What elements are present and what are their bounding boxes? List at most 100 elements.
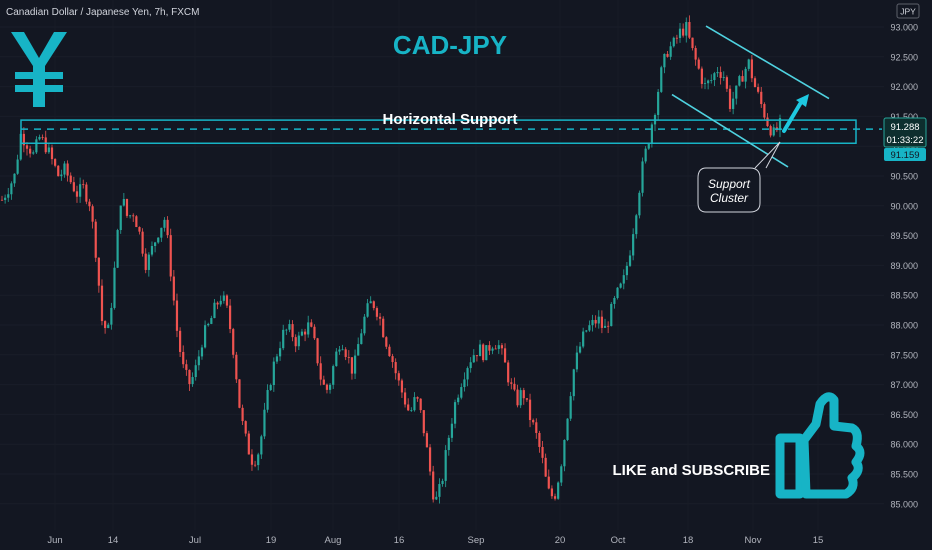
level-price-label: 91.159: [884, 148, 926, 161]
x-tick-label: Oct: [611, 535, 626, 546]
candle-body: [553, 496, 557, 499]
candle-body: [253, 464, 257, 466]
candle-body: [603, 325, 607, 328]
x-tick-label: Sep: [468, 535, 485, 546]
y-tick-label: 89.000: [890, 261, 918, 271]
candle-body: [713, 73, 716, 81]
y-tick-label: 91.500: [890, 112, 918, 122]
candle-body: [125, 199, 129, 216]
candle-body: [685, 22, 688, 36]
candle-body: [622, 275, 625, 284]
candle-body: [25, 145, 29, 149]
y-tick-label: 86.500: [890, 410, 918, 420]
candle-body: [347, 356, 350, 358]
candle-body: [247, 433, 250, 455]
candle-body: [669, 46, 672, 57]
candle-body: [447, 437, 450, 451]
last-price-label: 91.288 01:33:22: [883, 117, 927, 148]
candle-body: [607, 325, 610, 327]
candle-body: [585, 330, 588, 332]
x-tick-label: Nov: [745, 535, 762, 546]
candle-body: [60, 174, 63, 177]
candle-body: [182, 351, 185, 365]
candle-body: [600, 316, 604, 328]
candle-body: [569, 396, 572, 419]
candle-body: [666, 53, 669, 57]
candle-body: [378, 316, 382, 319]
candle-body: [632, 234, 635, 256]
candle-body: [500, 345, 504, 349]
candle-body: [216, 302, 219, 305]
candle-body: [453, 402, 457, 424]
candle-body: [328, 384, 332, 390]
candle-body: [172, 276, 175, 301]
candle-body: [741, 76, 744, 82]
candle-body: [7, 194, 10, 198]
x-tick-label: 16: [394, 535, 405, 546]
candle-body: [144, 253, 147, 270]
candle-body: [338, 349, 341, 352]
y-tick-label: 90.000: [890, 201, 918, 211]
candle-body: [444, 450, 447, 481]
channel-upper-line: [705, 25, 830, 100]
candle-body: [310, 322, 313, 327]
candle-body: [485, 345, 488, 361]
candle-body: [154, 242, 157, 247]
x-tick-label: Aug: [325, 535, 342, 546]
candle-body: [497, 345, 500, 349]
arrow-up-icon: [782, 94, 809, 133]
candle-body: [104, 321, 107, 329]
candle-body: [63, 163, 66, 175]
candle-body: [325, 384, 329, 390]
candle-body: [747, 59, 750, 69]
candle-body: [13, 173, 16, 184]
candle-body: [710, 80, 713, 81]
candles: [0, 15, 782, 504]
y-tick-label: 93.000: [890, 23, 918, 33]
candle-body: [388, 346, 391, 357]
candle-body: [257, 454, 260, 466]
candle-body: [316, 338, 319, 364]
candle-body: [235, 354, 238, 380]
candle-body: [541, 446, 544, 458]
candle-body: [428, 447, 432, 472]
candle-body: [425, 433, 429, 448]
candle-body: [766, 117, 769, 127]
candle-body: [163, 219, 166, 228]
candle-body: [513, 383, 516, 390]
candle-body: [441, 480, 444, 485]
candle-body: [544, 457, 547, 477]
candle-body: [44, 137, 47, 153]
y-tick-label: 89.500: [890, 231, 918, 241]
candle-body: [157, 237, 160, 243]
candle-body: [488, 345, 491, 351]
candle-body: [591, 319, 594, 326]
candle-body: [663, 53, 666, 68]
candle-body: [735, 85, 738, 99]
candle-body: [507, 362, 510, 383]
candle-body: [625, 265, 628, 276]
candle-body: [716, 72, 719, 74]
y-tick-label: 90.500: [890, 172, 918, 182]
candle-body: [466, 368, 469, 380]
candle-body: [166, 219, 169, 236]
candle-body: [294, 337, 297, 347]
candle-body: [29, 148, 32, 154]
candle-body: [725, 77, 728, 89]
grid: [0, 0, 884, 530]
candle-body: [169, 235, 172, 277]
candle-body: [657, 91, 660, 115]
candle-body: [141, 231, 144, 254]
candle-body: [282, 329, 285, 349]
candle-body: [419, 398, 422, 411]
candle-body: [41, 136, 44, 138]
candle-body: [319, 363, 322, 380]
candle-body: [688, 22, 691, 38]
candle-body: [535, 422, 538, 433]
candle-body: [457, 397, 460, 403]
candle-body: [750, 59, 753, 79]
callout-line-2: Cluster: [710, 191, 749, 205]
level-price: 91.159: [890, 150, 919, 161]
candle-body: [413, 397, 416, 411]
